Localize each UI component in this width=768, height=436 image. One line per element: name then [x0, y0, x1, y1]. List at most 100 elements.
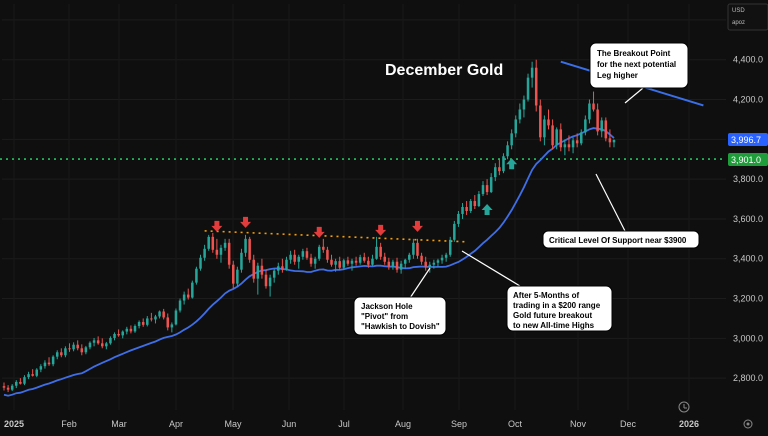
- candle-body: [330, 259, 333, 265]
- candle-body: [420, 255, 423, 262]
- candle-up: [268, 274, 272, 297]
- candle-up: [133, 324, 137, 333]
- candle-body: [489, 177, 493, 193]
- candle-body: [416, 242, 419, 256]
- candle-body: [297, 256, 301, 262]
- signal-arrows: [211, 158, 518, 238]
- candle-body: [358, 257, 362, 263]
- candle-body: [39, 366, 43, 370]
- months-line-3: Gold future breakout: [513, 311, 592, 320]
- candle-body: [428, 264, 432, 267]
- candle-up: [489, 173, 493, 194]
- candle-body: [256, 265, 260, 279]
- candle-up: [510, 129, 513, 150]
- candle-body: [252, 259, 255, 279]
- candle-body: [170, 324, 174, 328]
- candle-body: [502, 156, 505, 172]
- candle-up: [43, 360, 47, 369]
- candle-body: [68, 348, 71, 350]
- moving-average-line: [3, 127, 615, 397]
- candle-up: [571, 137, 575, 154]
- candle-body: [268, 277, 272, 287]
- x-tick-label: Dec: [620, 419, 637, 429]
- candle-body: [133, 326, 137, 332]
- x-tick-label: Aug: [395, 419, 411, 429]
- candle-body: [207, 236, 210, 249]
- candle-up: [408, 252, 411, 263]
- candle-down: [326, 246, 329, 263]
- x-tick-label: Apr: [169, 419, 183, 429]
- candle-up: [579, 129, 583, 146]
- candle-body: [92, 340, 96, 343]
- time-axis[interactable]: 2025 Feb Mar Apr May Jun Jul Aug Sep Oct Nov Dec 202…: [4, 419, 699, 429]
- candle-down: [68, 343, 71, 352]
- candle-up: [207, 234, 210, 251]
- candle-up: [55, 350, 59, 360]
- candle-body: [223, 242, 227, 248]
- candle-body: [211, 236, 215, 250]
- y-tick-label: 3,000.0: [733, 333, 763, 343]
- settings-icon[interactable]: [743, 419, 753, 429]
- candle-up: [453, 220, 456, 242]
- up-arrow-icon: [506, 158, 518, 170]
- candle-down: [575, 133, 579, 148]
- candle-down: [31, 369, 34, 377]
- candle-up: [494, 163, 497, 182]
- candle-up: [10, 384, 14, 392]
- candle-up: [23, 375, 26, 386]
- candle-body: [608, 138, 612, 143]
- candle-body: [481, 185, 485, 195]
- candle-body: [154, 316, 157, 320]
- candle-up: [289, 250, 292, 264]
- candle-body: [534, 67, 538, 106]
- candle-down: [354, 256, 358, 266]
- candle-down: [338, 256, 341, 270]
- support-price-label: 3,901.0: [731, 155, 761, 165]
- candle-down: [473, 195, 477, 209]
- candle-up: [203, 244, 206, 261]
- breakout-line-3: Leg higher: [597, 71, 638, 80]
- candle-up: [15, 380, 18, 389]
- candle-body: [371, 258, 374, 265]
- candle-up: [178, 298, 182, 313]
- candle-body: [88, 342, 92, 348]
- candle-up: [195, 266, 198, 285]
- candle-up: [105, 341, 108, 350]
- candle-body: [367, 260, 370, 265]
- candle-up: [170, 322, 174, 333]
- candle-body: [592, 103, 595, 110]
- support-line-1: Critical Level Of Support near $3900: [549, 236, 687, 245]
- candle-body: [96, 340, 100, 344]
- candle-up: [240, 248, 243, 273]
- candle-body: [203, 248, 206, 258]
- grid-lines: [2, 4, 726, 410]
- candle-up: [436, 258, 440, 267]
- candle-body: [424, 261, 427, 267]
- candle-body: [219, 247, 223, 255]
- candle-body: [322, 246, 325, 250]
- candle-down: [559, 123, 563, 152]
- y-tick-label: 4,400.0: [733, 55, 763, 65]
- candle-up: [555, 127, 558, 150]
- candle-body: [457, 213, 460, 224]
- candle-up: [137, 320, 141, 329]
- x-tick-label: 2026: [679, 419, 699, 429]
- clock-icon[interactable]: [678, 401, 690, 413]
- candle-up: [72, 342, 75, 352]
- last-price-badge: 3,996.7: [728, 132, 768, 146]
- candle-up: [236, 266, 239, 287]
- candle-down: [596, 103, 599, 136]
- candle-down: [186, 288, 190, 300]
- candle-up: [612, 139, 616, 148]
- candle-body: [105, 343, 108, 347]
- candle-body: [31, 374, 34, 376]
- candle-down: [534, 59, 538, 112]
- x-tick-label: Nov: [570, 419, 587, 429]
- candle-down: [293, 249, 296, 265]
- candle-body: [317, 246, 321, 259]
- candle-down: [539, 99, 542, 142]
- x-tick-label: Jun: [282, 419, 297, 429]
- candle-up: [440, 254, 444, 264]
- candle-body: [436, 260, 440, 263]
